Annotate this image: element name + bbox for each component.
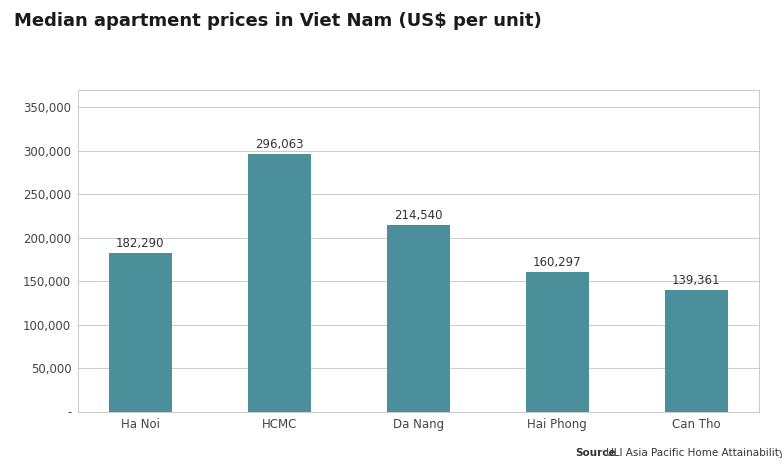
Bar <box>248 154 310 412</box>
Bar <box>109 253 172 412</box>
Text: 296,063: 296,063 <box>255 138 303 151</box>
Text: 182,290: 182,290 <box>117 236 165 250</box>
Bar <box>665 290 727 412</box>
Bar <box>526 272 589 412</box>
Text: 214,540: 214,540 <box>394 209 443 221</box>
Text: Source: Source <box>575 448 615 458</box>
Text: ULI Asia Pacific Home Attainability Index: ULI Asia Pacific Home Attainability Inde… <box>603 448 782 458</box>
Text: 160,297: 160,297 <box>533 256 582 269</box>
Text: 139,361: 139,361 <box>672 274 720 287</box>
Text: Median apartment prices in Viet Nam (US$ per unit): Median apartment prices in Viet Nam (US$… <box>14 12 542 30</box>
Bar <box>387 225 450 412</box>
